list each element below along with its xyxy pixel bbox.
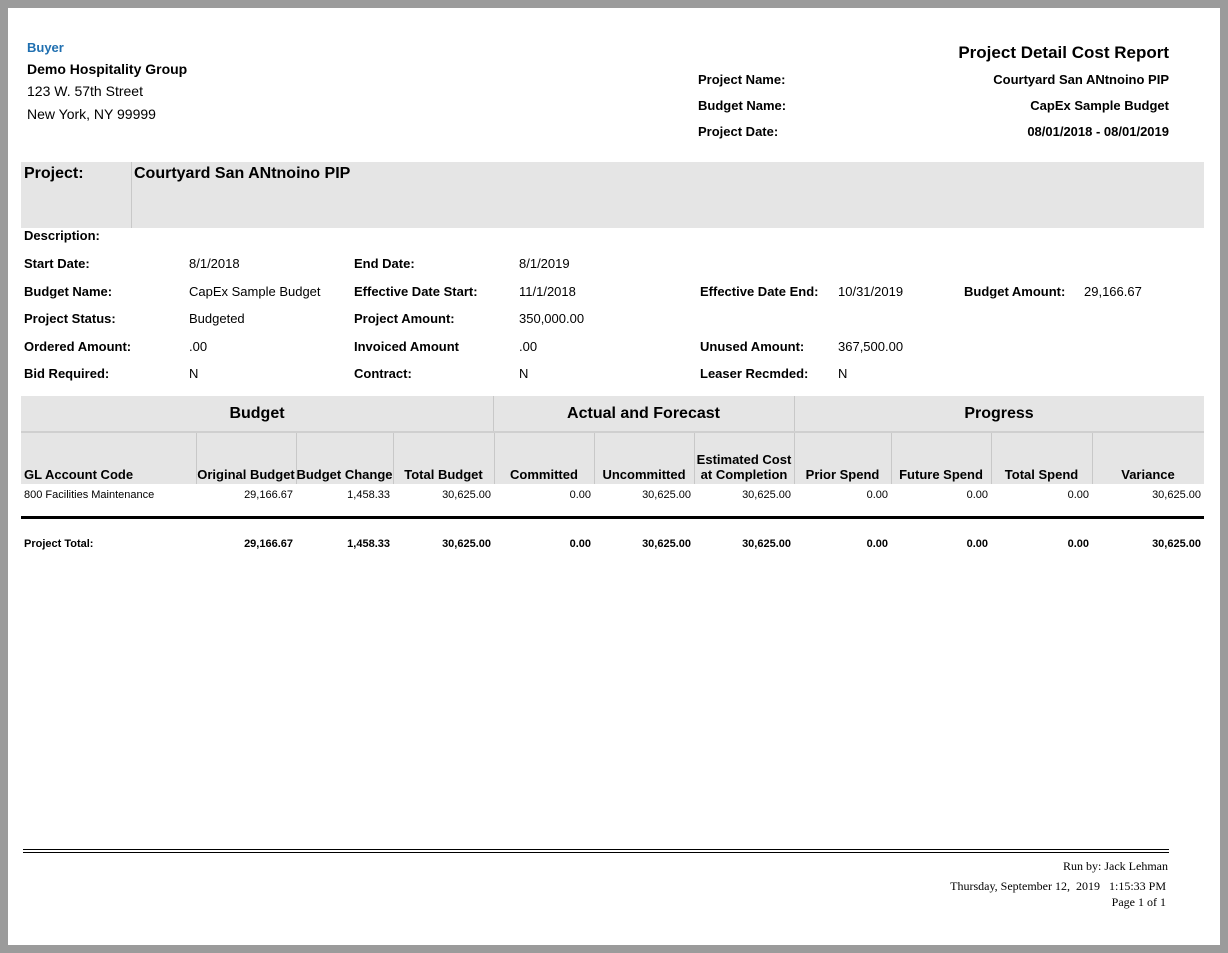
detail-label: End Date: bbox=[354, 256, 415, 271]
header-divider bbox=[21, 431, 1204, 433]
column-divider bbox=[196, 433, 197, 484]
page-number: Page 1 of 1 bbox=[1111, 895, 1166, 909]
detail-value: CapEx Sample Budget bbox=[189, 283, 321, 299]
table-cell: 30,625.00 bbox=[1152, 489, 1201, 501]
detail-label: Contract: bbox=[354, 366, 412, 381]
detail-label: Effective Date End: bbox=[700, 283, 819, 299]
column-divider bbox=[296, 433, 297, 484]
column-header: Uncommitted bbox=[602, 467, 686, 482]
report-field-label: Budget Name: bbox=[698, 98, 787, 113]
detail-value: .00 bbox=[189, 338, 208, 354]
detail-label: Bid Required: bbox=[24, 366, 110, 381]
detail-label: Unused Amount: bbox=[700, 338, 805, 354]
footer-rule bbox=[23, 849, 1169, 853]
column-header: Total Budget bbox=[404, 467, 483, 482]
table-cell: 30,625.00 bbox=[442, 489, 491, 501]
project-label: Project: bbox=[24, 165, 84, 182]
table-cell: 30,625.00 bbox=[742, 489, 791, 501]
table-cell: 0.00 bbox=[569, 489, 591, 501]
detail-value: .00 bbox=[519, 338, 538, 354]
detail-value: 367,500.00 bbox=[838, 338, 904, 354]
run-by: Run by: Jack Lehman bbox=[1063, 859, 1168, 873]
table-cell: 800 Facilities Maintenance bbox=[24, 489, 155, 501]
detail-label: Budget Name: bbox=[24, 283, 113, 299]
detail-value: 11/1/2018 bbox=[519, 283, 576, 299]
column-header: Prior Spend bbox=[805, 467, 880, 482]
detail-label: Project Status: bbox=[24, 311, 116, 326]
column-divider bbox=[393, 433, 394, 484]
total-cell: 30,625.00 bbox=[442, 538, 491, 550]
total-rule bbox=[21, 516, 1204, 519]
total-cell: 0.00 bbox=[1067, 538, 1089, 550]
column-divider bbox=[891, 433, 892, 484]
group-header: Budget bbox=[229, 405, 285, 422]
detail-value: N bbox=[519, 366, 529, 381]
buyer-label: Buyer bbox=[27, 40, 64, 55]
report-field-value: Courtyard San ANtnoino PIP bbox=[993, 72, 1169, 87]
detail-value: N bbox=[838, 366, 848, 381]
total-cell: 1,458.33 bbox=[347, 538, 390, 550]
report-field-label: Project Date: bbox=[698, 124, 779, 139]
detail-value: Budgeted bbox=[189, 311, 245, 326]
report-page: Buyer Demo Hospitality Group 123 W. 57th… bbox=[8, 8, 1220, 945]
detail-value: N bbox=[189, 366, 199, 381]
detail-label: Start Date: bbox=[24, 256, 90, 271]
group-header: Actual and Forecast bbox=[567, 405, 720, 422]
project-banner: Project: Courtyard San ANtnoino PIP bbox=[21, 162, 1204, 228]
buyer-address1: 123 W. 57th Street bbox=[27, 83, 143, 99]
description-label: Description: bbox=[24, 228, 100, 243]
column-header: Variance bbox=[1121, 467, 1175, 482]
column-divider bbox=[794, 433, 795, 484]
table-cell: 0.00 bbox=[1067, 489, 1089, 501]
total-cell: 30,625.00 bbox=[1152, 538, 1201, 550]
column-header: GL Account Code bbox=[24, 467, 134, 482]
column-divider bbox=[494, 433, 495, 484]
column-header: Budget Change bbox=[296, 467, 393, 482]
buyer-address2: New York, NY 99999 bbox=[27, 106, 156, 122]
column-divider bbox=[594, 433, 595, 484]
detail-label: Ordered Amount: bbox=[24, 338, 132, 354]
detail-value: 10/31/2019 bbox=[838, 283, 904, 299]
group-divider bbox=[493, 396, 494, 432]
column-divider bbox=[991, 433, 992, 484]
table-cell: 29,166.67 bbox=[244, 489, 293, 501]
detail-value: 8/1/2019 bbox=[519, 256, 570, 271]
total-cell: Project Total: bbox=[24, 538, 94, 550]
report-title: Project Detail Cost Report bbox=[958, 43, 1169, 62]
detail-value: 29,166.67 bbox=[1084, 283, 1142, 299]
detail-label: Leaser Recmded: bbox=[700, 366, 809, 381]
column-header: Estimated Cost at Completion bbox=[696, 452, 792, 482]
report-field-label: Project Name: bbox=[698, 72, 786, 87]
total-cell: 0.00 bbox=[569, 538, 591, 550]
total-cell: 0.00 bbox=[966, 538, 988, 550]
group-divider bbox=[794, 396, 795, 432]
total-cell: 30,625.00 bbox=[742, 538, 791, 550]
detail-value: 8/1/2018 bbox=[189, 256, 240, 271]
detail-label: Effective Date Start: bbox=[354, 283, 478, 299]
detail-label: Project Amount: bbox=[354, 311, 455, 326]
detail-value: 350,000.00 bbox=[519, 311, 585, 326]
column-divider bbox=[694, 433, 695, 484]
project-name: Courtyard San ANtnoino PIP bbox=[134, 165, 351, 182]
total-cell: 0.00 bbox=[866, 538, 888, 550]
table-header bbox=[21, 396, 1204, 484]
table-cell: 30,625.00 bbox=[642, 489, 691, 501]
detail-label: Budget Amount: bbox=[964, 283, 1066, 299]
column-header: Committed bbox=[510, 467, 578, 482]
detail-label: Invoiced Amount bbox=[354, 338, 459, 354]
group-header: Progress bbox=[964, 405, 1034, 422]
column-header: Future Spend bbox=[899, 467, 983, 482]
buyer-name: Demo Hospitality Group bbox=[27, 61, 188, 77]
total-cell: 29,166.67 bbox=[244, 538, 293, 550]
report-field-value: 08/01/2018 - 08/01/2019 bbox=[1027, 124, 1169, 139]
table-cell: 0.00 bbox=[866, 489, 888, 501]
column-header: Original Budget bbox=[197, 467, 295, 482]
column-divider bbox=[1092, 433, 1093, 484]
table-cell: 1,458.33 bbox=[347, 489, 390, 501]
run-datetime: Thursday, September 12, 2019 1:15:33 PM bbox=[950, 879, 1166, 893]
report-field-value: CapEx Sample Budget bbox=[1030, 98, 1169, 113]
total-cell: 30,625.00 bbox=[642, 538, 691, 550]
column-header: Total Spend bbox=[1004, 467, 1079, 482]
table-cell: 0.00 bbox=[966, 489, 988, 501]
